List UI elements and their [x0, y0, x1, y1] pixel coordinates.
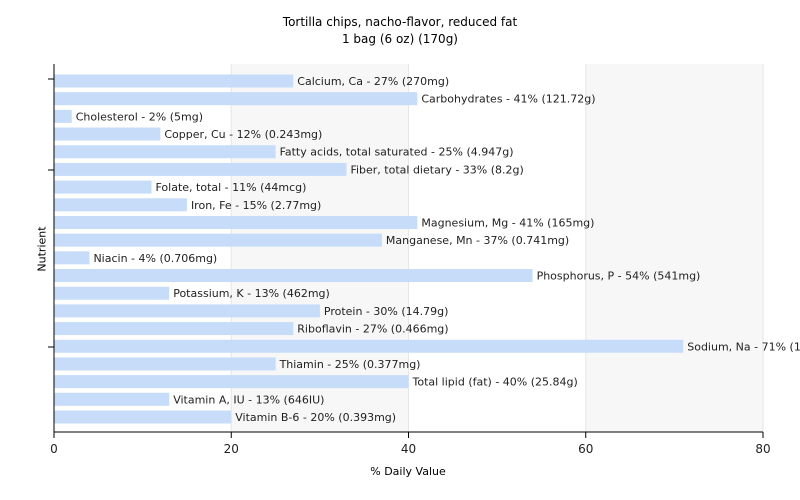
bar: [54, 198, 187, 212]
grid-band: [231, 64, 409, 432]
bar: [54, 304, 320, 318]
x-tick-label: 0: [50, 442, 58, 456]
data-label: Folate, total - 11% (44mcg): [155, 181, 306, 194]
data-label: Iron, Fe - 15% (2.77mg): [191, 199, 321, 212]
y-axis-label: Nutrient: [35, 226, 49, 272]
bar: [54, 339, 684, 353]
data-label: Riboflavin - 27% (0.466mg): [297, 323, 448, 336]
data-label: Phosphorus, P - 54% (541mg): [537, 270, 701, 283]
data-label: Vitamin A, IU - 13% (646IU): [173, 393, 324, 406]
data-label: Protein - 30% (14.79g): [324, 305, 449, 318]
bar: [54, 392, 170, 406]
bar: [54, 145, 276, 159]
bar: [54, 74, 294, 88]
data-label: Sodium, Na - 71% (1705mg): [687, 340, 800, 353]
bar: [54, 357, 276, 371]
x-tick-label: 40: [401, 442, 416, 456]
chart-title: Tortilla chips, nacho-flavor, reduced fa…: [282, 15, 518, 29]
bar: [54, 269, 533, 283]
data-label: Total lipid (fat) - 40% (25.84g): [412, 376, 578, 389]
data-label: Thiamin - 25% (0.377mg): [279, 358, 421, 371]
bar: [54, 127, 161, 141]
x-tick-label: 20: [224, 442, 239, 456]
data-label: Magnesium, Mg - 41% (165mg): [421, 216, 594, 229]
data-label: Manganese, Mn - 37% (0.741mg): [386, 234, 569, 247]
x-tick-label: 80: [755, 442, 770, 456]
data-label: Copper, Cu - 12% (0.243mg): [164, 128, 322, 141]
grid-band: [408, 64, 586, 432]
bar: [54, 286, 170, 300]
bar: [54, 109, 72, 123]
grid-band: [585, 64, 763, 432]
bar: [54, 322, 294, 336]
bar: [54, 92, 418, 106]
data-label: Niacin - 4% (0.706mg): [93, 252, 217, 265]
x-tick-label: 60: [578, 442, 593, 456]
data-label: Cholesterol - 2% (5mg): [76, 110, 203, 123]
data-label: Calcium, Ca - 27% (270mg): [297, 75, 449, 88]
bar: [54, 410, 232, 424]
x-axis-label: % Daily Value: [370, 465, 446, 478]
data-label: Potassium, K - 13% (462mg): [173, 287, 330, 300]
data-label: Carbohydrates - 41% (121.72g): [421, 93, 595, 106]
data-label: Fiber, total dietary - 33% (8.2g): [350, 163, 523, 176]
bar: [54, 162, 347, 176]
data-label: Vitamin B-6 - 20% (0.393mg): [235, 411, 396, 424]
bar: [54, 251, 90, 265]
bar: [54, 180, 152, 194]
data-label: Fatty acids, total saturated - 25% (4.94…: [280, 146, 514, 159]
bar: [54, 215, 418, 229]
bar: [54, 375, 409, 389]
bar: [54, 233, 382, 247]
grid-band: [54, 64, 232, 432]
chart-subtitle: 1 bag (6 oz) (170g): [341, 32, 458, 46]
